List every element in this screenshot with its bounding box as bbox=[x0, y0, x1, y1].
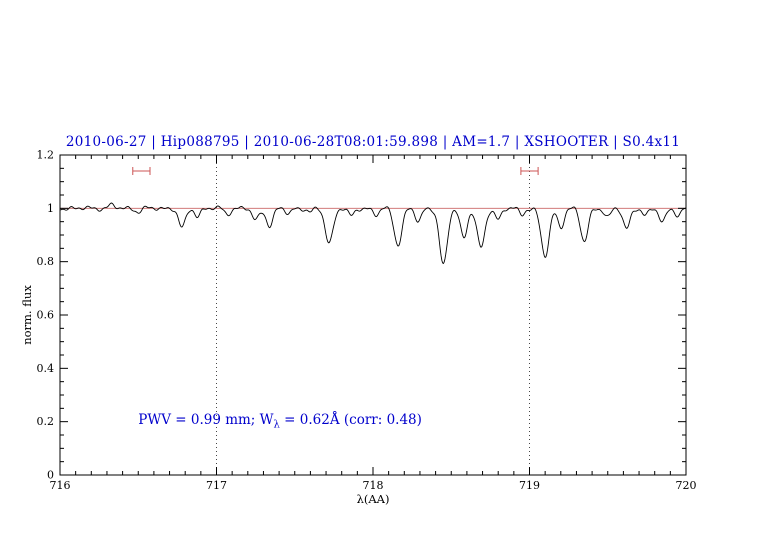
svg-text:717: 717 bbox=[206, 479, 227, 492]
range-markers bbox=[132, 167, 539, 175]
svg-text:720: 720 bbox=[676, 479, 697, 492]
pwv-annotation: PWV = 0.99 mm; Wλ = 0.62Å (corr: 0.48) bbox=[138, 412, 422, 431]
x-axis-label: λ(AA) bbox=[356, 492, 390, 506]
svg-text:0.2: 0.2 bbox=[37, 415, 55, 428]
svg-text:1: 1 bbox=[47, 202, 54, 215]
y-axis-label: norm. flux bbox=[20, 285, 34, 345]
svg-text:718: 718 bbox=[363, 479, 384, 492]
lambda-subscript: λ bbox=[273, 419, 280, 431]
svg-text:0: 0 bbox=[47, 469, 54, 482]
svg-text:0.4: 0.4 bbox=[37, 362, 55, 375]
spectrum-line bbox=[59, 202, 687, 265]
plot-title: 2010-06-27 | Hip088795 | 2010-06-28T08:0… bbox=[65, 134, 681, 150]
svg-text:0.8: 0.8 bbox=[37, 255, 55, 268]
dotted-gridlines bbox=[216, 155, 530, 475]
pwv-annotation-text: PWV = 0.99 mm; W bbox=[138, 411, 274, 428]
svg-text:719: 719 bbox=[519, 479, 540, 492]
svg-text:0.6: 0.6 bbox=[37, 309, 55, 322]
plot-frame bbox=[59, 154, 687, 476]
svg-text:1.2: 1.2 bbox=[37, 149, 55, 162]
tick-labels: 716 717 718 719 720 0 0.2 0.4 0.6 0.8 1 1.2 bbox=[37, 149, 697, 493]
svg-text:716: 716 bbox=[50, 479, 71, 492]
pwv-annotation-text-2: = 0.62Å (corr: 0.48) bbox=[279, 411, 422, 428]
